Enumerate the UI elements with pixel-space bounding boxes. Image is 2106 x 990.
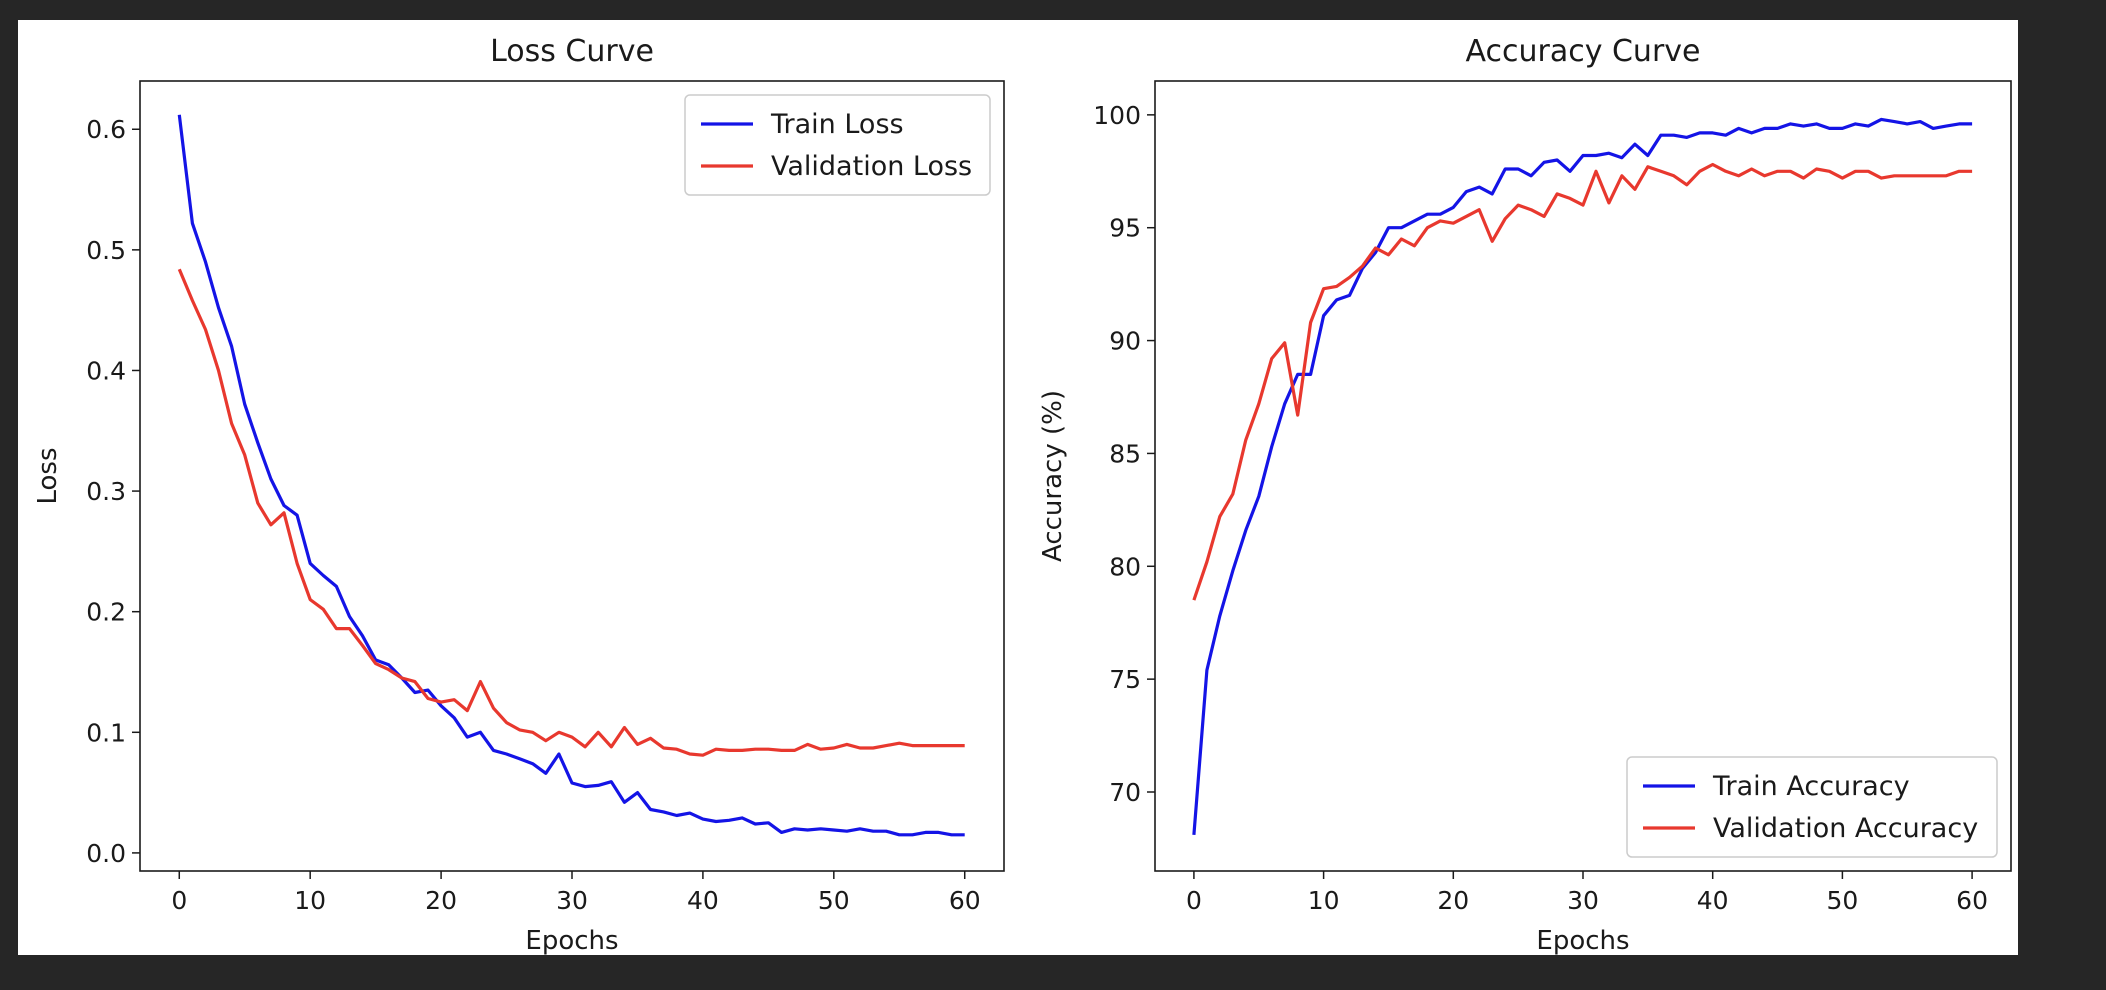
y-tick-label: 0.3	[86, 477, 126, 506]
x-tick-label: 50	[1826, 886, 1858, 915]
legend: Train Accuracy Validation Accuracy	[1626, 756, 1998, 858]
y-tick-label: 75	[1109, 665, 1141, 694]
chart-title: Loss Curve	[490, 34, 654, 69]
y-tick-label: 95	[1109, 214, 1141, 243]
y-tick-label: 0.6	[86, 115, 126, 144]
plot-area	[1154, 80, 2012, 872]
series-line-validation-accuracy	[1192, 162, 1973, 601]
x-axis-label: Epochs	[1536, 926, 1629, 955]
legend-label: Validation Accuracy	[1713, 813, 1978, 844]
y-tick-label: 0.5	[86, 236, 126, 265]
y-tick-label: 0.2	[86, 598, 126, 627]
x-tick-label: 60	[1956, 886, 1988, 915]
x-tick-label: 10	[1308, 886, 1340, 915]
x-tick-label: 0	[171, 886, 187, 915]
x-tick-label: 20	[425, 886, 457, 915]
y-tick-label: 70	[1109, 778, 1141, 807]
y-tick-label: 0.1	[86, 718, 126, 747]
loss-chart: Loss Curve 0 10 20 30 40 50 60 0.0 0.1 0.2 0.3 0.4 0.…	[33, 34, 1005, 955]
x-axis-label: Epochs	[525, 926, 618, 955]
x-tick-label: 40	[687, 886, 719, 915]
x-tick-label: 10	[294, 886, 326, 915]
x-tick-label: 60	[949, 886, 981, 915]
x-tick-label: 0	[1186, 886, 1202, 915]
legend-box	[684, 94, 991, 196]
y-tick-label: 0.4	[86, 356, 126, 385]
y-axis-label: Loss	[33, 447, 63, 504]
x-tick-label: 30	[1567, 886, 1599, 915]
x-tick-label: 20	[1437, 886, 1469, 915]
y-tick-label: 85	[1109, 439, 1141, 468]
x-tick-label: 30	[556, 886, 588, 915]
series-line-train-accuracy	[1192, 117, 1973, 836]
accuracy-chart: Accuracy Curve 0 10 20 30 40 50 60 70 75 80 85 90 95 1…	[1038, 34, 2012, 955]
x-tick-label: 40	[1697, 886, 1729, 915]
series-line-validation-loss	[177, 268, 965, 757]
legend: Train Loss Validation Loss	[684, 94, 991, 196]
legend-label: Train Accuracy	[1712, 771, 1910, 802]
figure: Loss Curve 0 10 20 30 40 50 60 0.0 0.1 0.2 0.3 0.4 0.…	[18, 20, 2018, 955]
y-axis-label: Accuracy (%)	[1038, 390, 1068, 562]
y-tick-label: 80	[1109, 552, 1141, 581]
x-tick-label: 50	[818, 886, 850, 915]
y-tick-label: 100	[1093, 101, 1141, 130]
chart-title: Accuracy Curve	[1465, 34, 1700, 69]
y-tick-label: 90	[1109, 327, 1141, 356]
legend-label: Validation Loss	[771, 151, 972, 182]
legend-label: Train Loss	[770, 109, 904, 140]
y-tick-label: 0.0	[86, 839, 126, 868]
series-line-train-loss	[177, 114, 965, 837]
legend-box	[1626, 756, 1998, 858]
